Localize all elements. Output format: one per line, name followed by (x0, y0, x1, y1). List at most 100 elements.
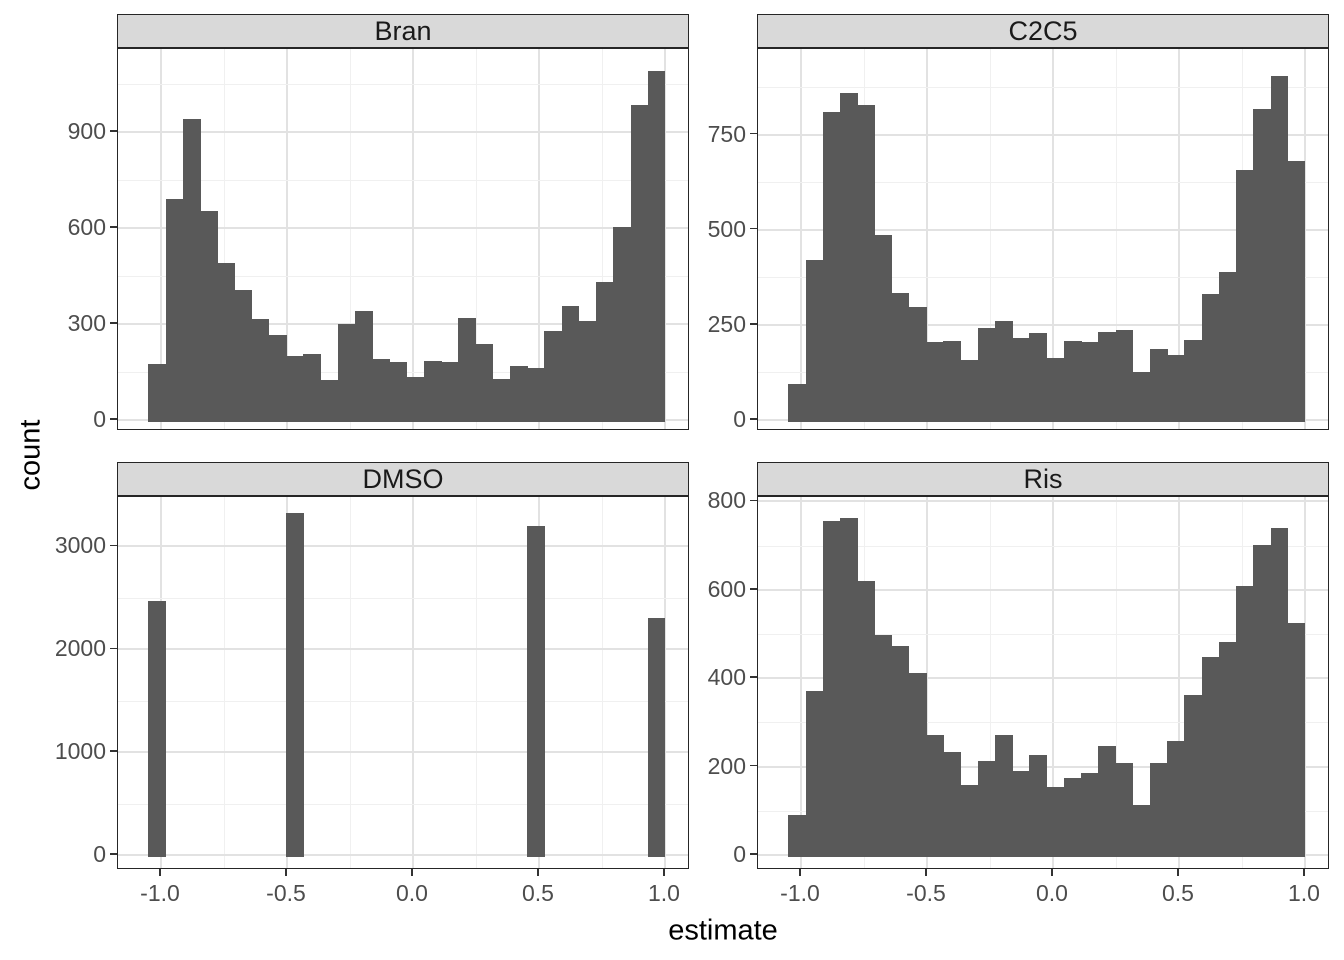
gridline-minor-horizontal (118, 84, 688, 86)
histogram-bar (510, 365, 528, 422)
histogram-bar (908, 672, 927, 857)
histogram-bar (1012, 337, 1030, 422)
y-tick-label: 800 (707, 487, 746, 514)
histogram-bar (891, 646, 910, 857)
x-tick-label: -1.0 (140, 880, 180, 906)
x-tick-label: 1.0 (648, 880, 680, 906)
histogram-bar (943, 751, 962, 857)
gridline-major-vertical (412, 497, 414, 868)
facet-panel (117, 496, 689, 869)
facet-panel (757, 496, 1329, 869)
y-tick-label: 500 (707, 215, 746, 242)
histogram-bar (857, 580, 875, 857)
histogram-bar (355, 311, 373, 422)
histogram-bar (1270, 76, 1289, 422)
y-tick-label: 0 (93, 841, 106, 867)
x-tick-mark (537, 869, 539, 876)
gridline-major-horizontal (118, 545, 688, 548)
gridline-major-vertical (412, 49, 414, 429)
histogram-bar (977, 761, 996, 857)
histogram-bar (200, 210, 218, 422)
gridline-minor-horizontal (758, 182, 1328, 184)
gridline-major-vertical (926, 49, 928, 429)
histogram-bar (1029, 755, 1048, 857)
histogram-bar (805, 691, 824, 857)
facet-strip: C2C5 (757, 14, 1329, 48)
gridline-major-vertical (1178, 49, 1180, 429)
histogram-bar (977, 328, 996, 422)
histogram-bar (1098, 745, 1117, 857)
y-tick-mark (110, 647, 117, 649)
y-tick-label: 200 (707, 752, 746, 779)
histogram-bar (788, 384, 807, 422)
gridline-major-horizontal (118, 648, 688, 651)
y-tick-mark (110, 418, 117, 420)
histogram-bar (840, 92, 858, 422)
y-tick-mark (750, 499, 757, 502)
histogram-bar (926, 341, 944, 422)
histogram-bar (1063, 778, 1082, 857)
histogram-bar (1236, 170, 1254, 422)
histogram-bar (372, 359, 390, 422)
histogram-bar (630, 104, 649, 422)
facet-strip: Bran (117, 14, 689, 48)
histogram-bar (561, 306, 580, 422)
y-tick-label: 0 (733, 406, 746, 432)
y-tick-mark (750, 764, 757, 767)
histogram-bar (1029, 333, 1048, 422)
x-tick-label: 0.5 (522, 880, 554, 906)
histogram-bar (578, 320, 597, 422)
y-tick-label: 600 (707, 575, 746, 602)
facet-panel (117, 48, 689, 430)
x-tick-label: -1.0 (780, 880, 820, 906)
y-tick-label: 0 (93, 406, 106, 432)
gridline-major-horizontal (758, 323, 1328, 326)
gridline-minor-vertical (990, 497, 991, 868)
y-tick-label: 1000 (54, 738, 106, 765)
histogram-bar (1184, 340, 1203, 422)
y-tick-mark (750, 588, 757, 590)
gridline-major-horizontal (118, 323, 688, 326)
histogram-bar (874, 235, 893, 422)
histogram-bar (1253, 108, 1272, 422)
histogram-bar (320, 380, 339, 422)
histogram-bar (891, 292, 910, 422)
histogram-bar (544, 331, 563, 422)
y-tick-label: 400 (707, 664, 746, 691)
histogram-bar (960, 360, 979, 422)
gridline-major-vertical (1052, 49, 1054, 429)
gridline-minor-vertical (602, 497, 603, 868)
histogram-bar (527, 525, 545, 857)
y-tick-label: 3000 (54, 532, 106, 559)
histogram-bar (596, 282, 614, 422)
histogram-bar (1081, 772, 1099, 857)
histogram-bar (1270, 527, 1289, 857)
gridline-minor-horizontal (118, 803, 688, 805)
y-tick-mark (750, 323, 757, 325)
histogram-bar (217, 263, 235, 422)
facet-strip: Ris (757, 462, 1329, 496)
histogram-bar (1150, 348, 1168, 422)
y-tick-mark (750, 853, 757, 855)
histogram-bar (926, 734, 944, 857)
histogram-bar (492, 379, 511, 422)
histogram-bar (165, 199, 184, 422)
gridline-major-vertical (286, 49, 288, 429)
gridline-major-horizontal (118, 131, 688, 134)
histogram-bar (1201, 293, 1220, 422)
histogram-bar (527, 368, 545, 422)
histogram-bar (1132, 805, 1151, 857)
histogram-bar (286, 356, 304, 422)
gridline-minor-horizontal (118, 700, 688, 702)
histogram-bar (1150, 762, 1168, 857)
histogram-bar (857, 104, 875, 422)
gridline-minor-vertical (1116, 497, 1117, 868)
histogram-bar (1287, 622, 1306, 857)
histogram-bar (1046, 787, 1065, 857)
histogram-bar (1218, 641, 1237, 857)
histogram-bar (268, 335, 287, 422)
histogram-bar (908, 306, 927, 422)
